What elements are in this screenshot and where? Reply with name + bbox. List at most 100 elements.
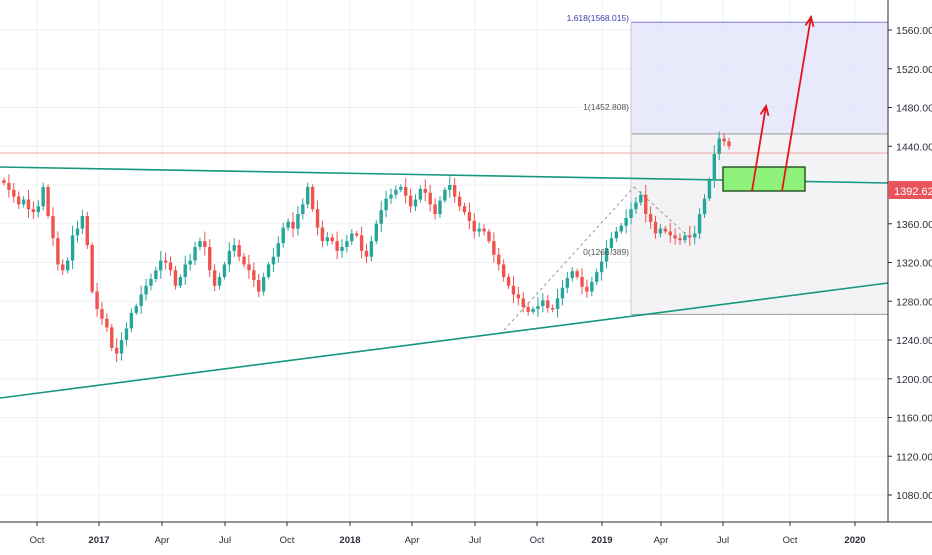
candle-body	[536, 306, 540, 309]
candle-body	[271, 256, 276, 265]
y-tick-label: 1440.00	[896, 141, 932, 153]
candle-body	[291, 221, 295, 229]
candle	[46, 184, 50, 219]
fibonacci-labels: 1.618(1568.015) 1(1452.808) 0(1266.389)	[567, 13, 630, 257]
candle-body	[624, 217, 628, 226]
candle	[580, 268, 584, 295]
candle	[350, 229, 354, 246]
candle	[129, 308, 134, 333]
candle	[379, 200, 383, 233]
candle	[114, 338, 119, 363]
candle-body	[609, 238, 614, 248]
x-tick-label: Apr	[155, 535, 170, 546]
candle-body	[634, 202, 638, 210]
candle	[217, 272, 222, 290]
candle	[247, 254, 251, 279]
candle-body	[399, 186, 403, 190]
candle-body	[550, 308, 555, 310]
candle-body	[541, 300, 545, 307]
fibonacci-zones	[0, 21, 888, 315]
y-tick-label: 1120.00	[896, 451, 932, 463]
candle-body	[212, 270, 217, 286]
candle	[178, 274, 183, 289]
candle-body	[70, 235, 75, 261]
candle-body	[306, 186, 310, 205]
candle	[296, 206, 300, 236]
candle	[639, 191, 643, 206]
candle-body	[506, 277, 511, 286]
candle	[663, 225, 668, 234]
candle-body	[266, 264, 271, 278]
candle-body	[462, 206, 467, 213]
projection-arrow-short	[751, 103, 770, 192]
candle-body	[683, 235, 687, 241]
candle-body	[325, 237, 330, 242]
candle	[21, 196, 26, 208]
candle-body	[403, 186, 408, 196]
candle	[658, 224, 663, 238]
candle-body	[487, 231, 491, 242]
y-axis-background	[888, 0, 932, 550]
candle	[614, 227, 619, 243]
candle	[678, 233, 682, 245]
candle-body	[301, 204, 305, 215]
candle	[159, 250, 163, 279]
candle	[648, 206, 653, 229]
candle	[717, 131, 721, 161]
candle	[443, 187, 447, 203]
candle-body	[457, 196, 462, 207]
candle	[399, 184, 403, 193]
candle	[452, 178, 457, 203]
candle-body	[163, 260, 168, 263]
candle-body	[389, 194, 393, 199]
candle	[511, 276, 516, 303]
candle	[105, 313, 109, 333]
candle	[345, 235, 349, 253]
candle-body	[668, 231, 672, 236]
candle-body	[320, 227, 325, 242]
candle	[501, 259, 506, 282]
candle	[634, 197, 638, 214]
candle	[310, 184, 315, 212]
candle-body	[359, 235, 364, 251]
candle	[683, 231, 687, 244]
candle-body	[257, 279, 261, 292]
candle	[134, 303, 138, 316]
candle-body	[80, 216, 85, 229]
candle	[65, 257, 70, 274]
candle	[261, 272, 266, 296]
candle	[193, 241, 197, 266]
candle-body	[159, 260, 163, 271]
candle	[154, 266, 158, 283]
candle-body	[433, 204, 437, 215]
candle-body	[168, 262, 173, 271]
candle	[408, 188, 413, 213]
candle	[271, 247, 276, 273]
candle-body	[203, 241, 207, 247]
candle-body	[717, 138, 721, 154]
candle	[693, 225, 697, 245]
candle	[237, 239, 241, 262]
candle	[232, 238, 236, 258]
y-tick-label: 1480.00	[896, 103, 932, 115]
arrow-head	[759, 103, 770, 116]
candle	[575, 268, 579, 280]
candle	[144, 278, 148, 301]
candle-body	[722, 138, 726, 142]
candle	[70, 225, 75, 270]
candle	[673, 228, 677, 245]
x-tick-label: 2019	[591, 535, 612, 546]
projection-arrow-long	[781, 14, 815, 192]
candle	[389, 188, 393, 204]
x-tick-label: 2020	[844, 535, 865, 546]
candle	[712, 145, 717, 188]
candle-body	[85, 216, 89, 246]
candle	[688, 225, 692, 246]
candle	[487, 228, 491, 244]
candle	[585, 279, 589, 298]
candle-body	[658, 228, 663, 234]
candle-body	[355, 233, 359, 236]
candle	[423, 179, 427, 202]
